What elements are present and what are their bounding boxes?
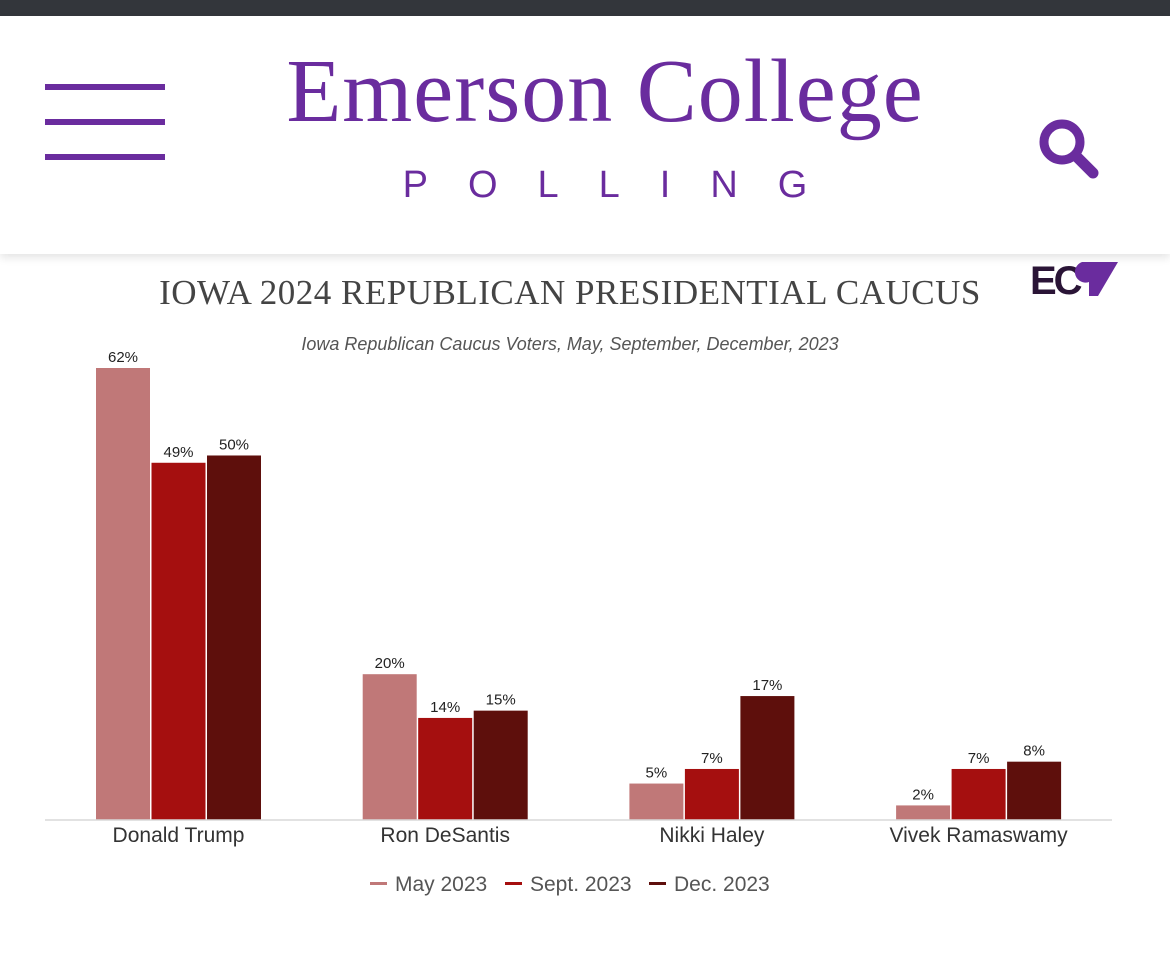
hamburger-menu-icon[interactable] — [45, 84, 165, 164]
bars-group — [96, 368, 1062, 820]
menu-bar-middle — [45, 119, 165, 125]
bar-nikki-haley-sept-2023 — [684, 768, 739, 820]
value-label-nikki-haley-sept-2023: 7% — [701, 750, 723, 767]
site-logo[interactable]: Emerson College POLLING — [245, 42, 965, 207]
value-label-vivek-ramaswamy-sept-2023: 7% — [968, 750, 990, 767]
chart-title: IOWA 2024 REPUBLICAN PRESIDENTIAL CAUCUS — [159, 273, 981, 312]
menu-bar-bottom — [45, 154, 165, 160]
logo-checkmark — [1074, 262, 1118, 296]
value-labels-group: 62% 49% 50% 20% 14% 15% 5% 7% 17% 2% 7% 8% — [108, 349, 1045, 803]
category-label-donald-trump: Donald Trump — [113, 824, 245, 847]
value-label-donald-trump-may-2023: 62% — [108, 349, 138, 366]
status-bar — [0, 0, 1170, 16]
bar-vivek-ramaswamy-dec-2023 — [1007, 761, 1062, 820]
legend-label-dec-2023: Dec. 2023 — [674, 873, 770, 896]
category-labels-group: Donald Trump Ron DeSantis Nikki Haley Vivek… — [113, 824, 1069, 847]
value-label-nikki-haley-dec-2023: 17% — [752, 677, 782, 694]
chart-subtitle: Iowa Republican Caucus Voters, May, Sept… — [301, 334, 838, 354]
bar-vivek-ramaswamy-sept-2023 — [951, 768, 1006, 820]
value-label-ron-desantis-sept-2023: 14% — [430, 699, 460, 716]
bar-nikki-haley-dec-2023 — [740, 696, 795, 820]
legend: May 2023 Sept. 2023 Dec. 2023 — [370, 873, 770, 896]
legend-label-sept-2023: Sept. 2023 — [530, 873, 632, 896]
value-label-donald-trump-dec-2023: 50% — [219, 436, 249, 453]
category-label-vivek-ramaswamy: Vivek Ramaswamy — [890, 824, 1069, 847]
site-header: Emerson College POLLING — [0, 16, 1170, 254]
value-label-donald-trump-sept-2023: 49% — [163, 444, 193, 461]
legend-label-may-2023: May 2023 — [395, 873, 487, 896]
bar-ron-desantis-may-2023 — [362, 674, 417, 820]
menu-bar-top — [45, 84, 165, 90]
search-icon[interactable] — [1036, 116, 1100, 180]
bar-donald-trump-dec-2023 — [207, 455, 261, 820]
ecp-logo: EC — [1030, 259, 1118, 303]
bar-ron-desantis-dec-2023 — [473, 710, 528, 820]
bar-ron-desantis-sept-2023 — [418, 717, 473, 820]
value-label-vivek-ramaswamy-dec-2023: 8% — [1023, 743, 1045, 760]
brand-title: Emerson College — [286, 42, 924, 141]
legend-swatch-dec-2023 — [649, 882, 666, 885]
bar-nikki-haley-may-2023 — [629, 783, 684, 820]
category-label-nikki-haley: Nikki Haley — [659, 824, 765, 847]
category-label-ron-desantis: Ron DeSantis — [380, 824, 510, 847]
legend-swatch-sept-2023 — [505, 882, 522, 885]
legend-swatch-may-2023 — [370, 882, 387, 885]
value-label-vivek-ramaswamy-may-2023: 2% — [912, 786, 934, 803]
bar-donald-trump-may-2023 — [96, 368, 150, 820]
value-label-ron-desantis-may-2023: 20% — [375, 655, 405, 672]
logo-text: EC — [1030, 259, 1082, 303]
bar-chart: IOWA 2024 REPUBLICAN PRESIDENTIAL CAUCUS… — [45, 259, 1118, 896]
value-label-nikki-haley-may-2023: 5% — [646, 765, 668, 782]
value-label-ron-desantis-dec-2023: 15% — [486, 692, 516, 709]
brand-subtitle: POLLING — [402, 164, 848, 206]
bar-vivek-ramaswamy-may-2023 — [896, 805, 951, 820]
bar-donald-trump-sept-2023 — [151, 462, 206, 820]
